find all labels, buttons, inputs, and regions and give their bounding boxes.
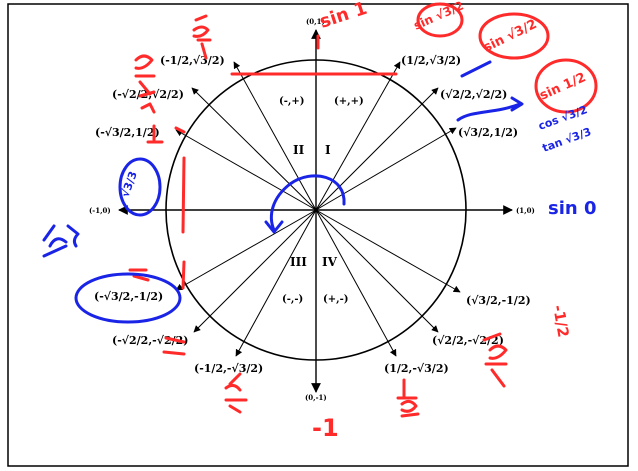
red-note-neg-half: -1/2 (549, 304, 572, 339)
red-scribble-top-left (192, 14, 212, 60)
sign-label-q2: (-,+) (279, 96, 304, 107)
red-scribble-left-210 (128, 268, 150, 282)
axis-label-right: (1,0) (516, 206, 535, 215)
blue-arc-rotation (269, 174, 346, 232)
point-label-q4-330: (√3/2,-1/2) (466, 294, 531, 307)
blue-circle-q3-210 (74, 272, 182, 324)
ray-120 (233, 61, 317, 211)
point-label-q1-45: (√2/2,√2/2) (440, 88, 507, 101)
blue-ink-annotations: sin 0 cos √3/2 tan √3/3 √3/3 (42, 60, 597, 324)
figure-frame (7, 3, 629, 467)
red-circle-sin-right (534, 58, 598, 114)
sign-label-q3: (-,-) (282, 294, 303, 305)
angle-rays (175, 61, 461, 357)
quadrant-label-IV: IV (322, 255, 338, 269)
point-label-q2-150: (-√3/2,1/2) (95, 126, 160, 139)
ray-300 (315, 209, 397, 357)
blue-circle-left-frac (118, 157, 162, 217)
blue-scribble-left-recip (42, 224, 80, 258)
blue-arrow-to-30 (456, 96, 524, 122)
red-note-sin-right: sin 1/2 (538, 70, 589, 104)
red-circle-sin-top-a (416, 2, 464, 38)
ray-30 (315, 127, 457, 211)
ray-135 (191, 87, 317, 211)
point-label-q4-300: (1/2,-√3/2) (384, 362, 449, 375)
point-label-q1-60: (1/2,√3/2) (401, 54, 461, 67)
blue-note-sin0: sin 0 (548, 198, 597, 219)
point-label-q4-315: (√2/2,-√2/2) (432, 334, 504, 347)
red-vertical-line-left-lower (181, 260, 186, 290)
point-label-q2-120: (-1/2,√3/2) (160, 54, 225, 67)
red-scribble-left-150 (146, 124, 164, 144)
axis-label-left: (-1,0) (89, 206, 111, 215)
point-label-q1-30: (√3/2,1/2) (458, 126, 518, 139)
axis-label-top: (0,1) (306, 17, 325, 26)
quadrant-label-III: III (290, 255, 307, 269)
quadrant-label-I: I (325, 143, 331, 157)
red-tick-left (174, 126, 186, 134)
ray-240 (235, 209, 317, 357)
red-scribble-bottom-240 (224, 372, 248, 414)
ray-225 (193, 209, 317, 333)
ray-45 (315, 87, 439, 211)
red-scribble-bottom-315 (482, 332, 508, 388)
ray-150 (175, 129, 317, 211)
red-note-neg-one: -1 (312, 414, 339, 442)
red-note-sin1: sin 1 (317, 0, 370, 33)
red-circle-sin-top-b (478, 12, 550, 60)
ray-330 (315, 209, 461, 293)
axis-label-bottom: (0,-1) (305, 393, 327, 402)
point-label-q3-240: (-1/2,-√3/2) (194, 362, 263, 375)
ray-60 (315, 61, 401, 211)
red-vertical-line-left (181, 156, 186, 234)
ray-210 (175, 209, 317, 291)
red-note-sin-top-b: sin √3/2 (481, 17, 539, 56)
red-scribble-left-135 (138, 90, 156, 114)
sign-label-q4: (+,-) (323, 294, 348, 305)
point-label-q3-210: (-√3/2,-1/2) (94, 290, 163, 303)
blue-line-sin-top (460, 60, 492, 78)
red-scribble-left-120 (134, 54, 156, 96)
sign-label-q1: (+,+) (334, 96, 364, 107)
ray-315 (315, 209, 439, 333)
quadrant-label-II: II (293, 143, 305, 157)
blue-arc-arrow-head (264, 220, 284, 234)
red-scribble-bottom-300 (396, 378, 420, 418)
red-scribble-bottom-225 (162, 336, 186, 356)
